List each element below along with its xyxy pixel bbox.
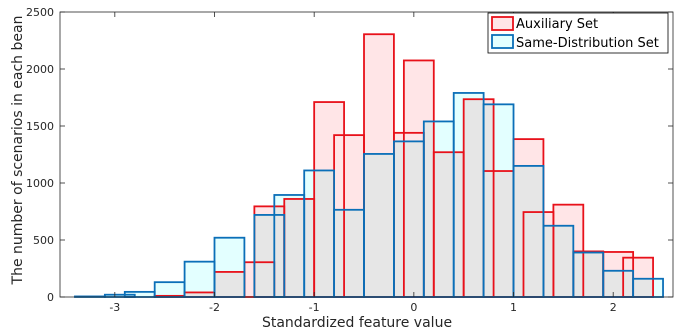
overlap-region-21 [523, 212, 544, 297]
bar-same-distribution-4 [184, 261, 215, 297]
legend-swatch-auxiliary [491, 16, 514, 31]
overlap-region-16 [453, 152, 464, 297]
overlap-region-19 [483, 171, 514, 297]
x-tick-label: -2 [209, 301, 220, 314]
overlap-region-13 [403, 141, 424, 297]
bar-same-distribution-3 [154, 282, 185, 297]
x-tick-label: -3 [109, 301, 120, 314]
overlap-region-28 [633, 278, 654, 297]
overlap-region-23 [553, 225, 574, 297]
plot-area-frame [59, 11, 674, 298]
overlap-region-2 [214, 271, 245, 297]
legend-swatch-same-distribution [491, 34, 514, 49]
x-tick-label: 2 [610, 301, 617, 314]
legend-label-same-distribution: Same-Distribution Set [516, 36, 659, 51]
bar-same-distribution-1 [104, 294, 135, 297]
y-tick-label: 500 [33, 234, 54, 247]
legend-label-auxiliary: Auxiliary Set [516, 17, 598, 32]
overlap-region-22 [543, 225, 554, 297]
overlap-region-15 [433, 152, 454, 297]
y-tick-label: 2500 [26, 6, 54, 19]
axes-layer: -3 -2 -1 0 1 2 0 500 1000 1500 2000 2500 [26, 6, 674, 314]
y-tick-label: 1000 [26, 177, 54, 190]
bar-same-distribution-2 [124, 291, 155, 297]
overlap-region-7 [304, 198, 315, 297]
overlap-region-14 [423, 121, 434, 297]
y-tick-label: 0 [47, 291, 54, 304]
overlap-region-27 [623, 270, 634, 297]
overlap-region-25 [573, 252, 604, 297]
overlap-region-6 [284, 198, 305, 297]
overlap-region-10 [334, 209, 365, 297]
y-tick-label: 1500 [26, 120, 54, 133]
y-tick-label: 2000 [26, 63, 54, 76]
x-axis-label: Standardized feature value [262, 315, 452, 331]
legend-box [487, 12, 669, 54]
x-tick-label: 0 [410, 301, 417, 314]
x-tick-label: -1 [309, 301, 320, 314]
y-axis-label: The number of scenarios in each bean [10, 16, 26, 286]
overlap-region-1 [184, 292, 215, 297]
overlap-region-5 [274, 206, 285, 297]
overlap-layer [74, 33, 664, 298]
overlap-region-8 [314, 170, 335, 297]
overlap-region-11 [364, 153, 394, 297]
legend: Auxiliary Set Same-Distribution Set [487, 12, 669, 54]
x-tick-label: 1 [510, 301, 517, 314]
overlap-region-17 [463, 99, 484, 298]
